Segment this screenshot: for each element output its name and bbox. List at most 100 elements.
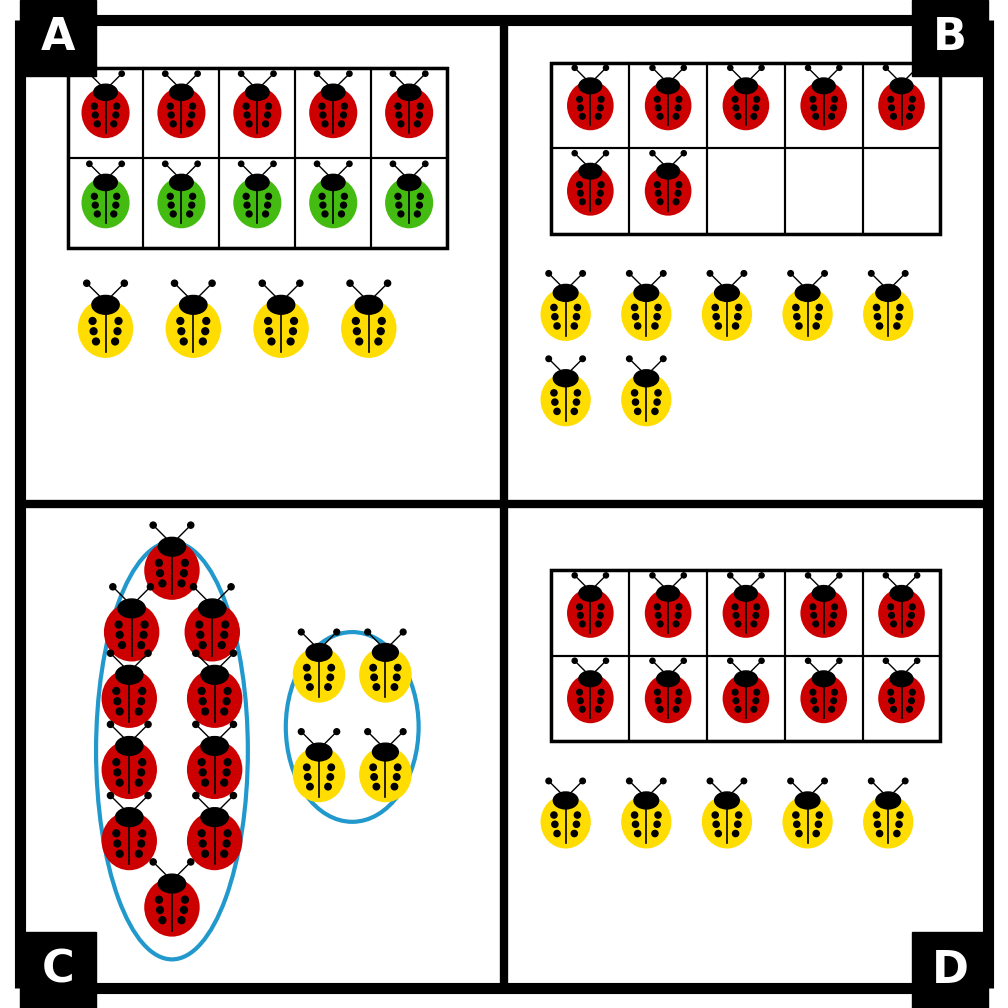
Ellipse shape (203, 318, 210, 325)
Ellipse shape (263, 211, 268, 217)
Ellipse shape (147, 584, 153, 590)
Ellipse shape (891, 707, 896, 712)
Ellipse shape (169, 85, 194, 101)
Ellipse shape (375, 338, 382, 345)
Ellipse shape (578, 191, 584, 196)
Bar (220, 68, 295, 157)
Ellipse shape (733, 613, 739, 618)
Ellipse shape (92, 194, 98, 200)
Bar (629, 656, 707, 741)
Ellipse shape (199, 830, 205, 837)
Ellipse shape (646, 82, 690, 129)
Ellipse shape (891, 114, 896, 119)
Ellipse shape (94, 85, 117, 101)
Ellipse shape (138, 840, 144, 847)
Ellipse shape (171, 280, 177, 286)
Ellipse shape (837, 573, 842, 578)
Ellipse shape (373, 643, 398, 661)
Ellipse shape (145, 792, 151, 798)
Ellipse shape (580, 270, 586, 276)
Ellipse shape (325, 783, 332, 790)
Ellipse shape (675, 105, 681, 111)
Ellipse shape (155, 896, 162, 903)
Ellipse shape (323, 121, 328, 127)
Ellipse shape (328, 664, 335, 671)
Ellipse shape (92, 295, 119, 314)
Ellipse shape (812, 707, 818, 712)
Ellipse shape (113, 759, 120, 765)
Bar (629, 571, 707, 656)
Ellipse shape (103, 742, 155, 797)
Ellipse shape (873, 812, 880, 818)
Ellipse shape (323, 211, 328, 217)
Ellipse shape (812, 586, 835, 601)
Ellipse shape (116, 851, 123, 857)
Ellipse shape (395, 194, 401, 200)
Ellipse shape (650, 573, 655, 578)
Ellipse shape (185, 604, 239, 660)
Bar (707, 571, 785, 656)
Ellipse shape (652, 831, 658, 837)
Ellipse shape (235, 178, 280, 227)
Ellipse shape (596, 707, 601, 712)
Ellipse shape (580, 199, 586, 205)
Ellipse shape (322, 174, 345, 191)
Ellipse shape (289, 328, 296, 335)
Ellipse shape (328, 764, 335, 770)
Ellipse shape (202, 328, 209, 335)
Ellipse shape (111, 121, 117, 127)
Ellipse shape (551, 313, 558, 320)
Ellipse shape (361, 648, 410, 702)
Ellipse shape (92, 103, 98, 109)
Ellipse shape (306, 743, 332, 761)
Ellipse shape (246, 85, 269, 101)
Ellipse shape (883, 658, 888, 663)
Ellipse shape (673, 621, 679, 627)
Ellipse shape (386, 178, 431, 227)
Ellipse shape (191, 584, 197, 590)
Text: D: D (931, 949, 969, 992)
Ellipse shape (810, 105, 816, 111)
Ellipse shape (365, 729, 371, 735)
Ellipse shape (574, 313, 580, 320)
Ellipse shape (634, 370, 658, 387)
Ellipse shape (339, 121, 345, 127)
Ellipse shape (894, 831, 900, 837)
Ellipse shape (724, 590, 768, 637)
Ellipse shape (654, 399, 660, 405)
Ellipse shape (655, 613, 661, 618)
Ellipse shape (655, 191, 661, 196)
Ellipse shape (116, 737, 143, 755)
Ellipse shape (599, 181, 604, 187)
Ellipse shape (579, 586, 602, 601)
Ellipse shape (167, 194, 173, 200)
Ellipse shape (541, 374, 590, 425)
Ellipse shape (303, 664, 310, 671)
Ellipse shape (792, 304, 799, 310)
Ellipse shape (550, 304, 557, 310)
Ellipse shape (202, 779, 209, 786)
Ellipse shape (188, 112, 195, 118)
Ellipse shape (167, 300, 220, 357)
Ellipse shape (864, 289, 912, 340)
Ellipse shape (829, 707, 835, 712)
Bar (371, 157, 448, 248)
Ellipse shape (243, 103, 249, 109)
Ellipse shape (681, 150, 686, 156)
Ellipse shape (417, 103, 423, 109)
Ellipse shape (681, 573, 686, 578)
Ellipse shape (715, 284, 739, 301)
Ellipse shape (417, 194, 423, 200)
Ellipse shape (869, 270, 874, 276)
Ellipse shape (339, 211, 345, 217)
Ellipse shape (879, 675, 923, 722)
Ellipse shape (832, 604, 838, 610)
Ellipse shape (754, 689, 760, 696)
Ellipse shape (246, 174, 269, 191)
Ellipse shape (265, 318, 271, 325)
Ellipse shape (654, 313, 660, 320)
Bar (20, 932, 96, 1008)
Ellipse shape (87, 71, 92, 77)
Ellipse shape (673, 114, 679, 119)
Ellipse shape (676, 97, 681, 102)
